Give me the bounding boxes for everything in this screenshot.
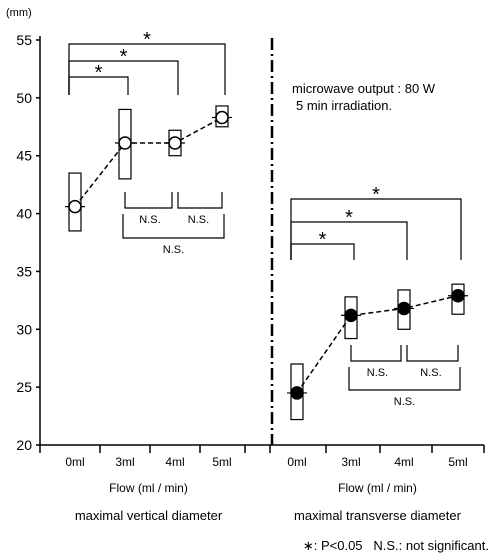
x-tick-label: 3ml [341, 455, 360, 469]
data-point [118, 136, 132, 150]
y-axis: 55 50 45 40 35 30 25 20 [16, 32, 41, 453]
x-tick-label: 3ml [115, 455, 134, 469]
panel-transverse: 0ml 3ml 4ml 5ml Flow (ml / min) maximal trans… [269, 184, 485, 523]
sig-bracket [290, 198, 462, 260]
data-point [451, 288, 465, 303]
ns-bracket [124, 192, 173, 209]
ns-label: N.S. [188, 214, 209, 226]
ns-label: N.S. [394, 396, 415, 408]
sig-star: * [120, 46, 128, 68]
data-point [344, 308, 358, 323]
data-point [397, 301, 411, 316]
sig-star: * [319, 229, 327, 251]
x-axis-label: Flow (ml / min) [109, 481, 188, 495]
note-line-2: 5 min irradiation. [296, 98, 392, 113]
x-tick-label: 5ml [212, 455, 231, 469]
note-line-1: microwave output : 80 W [292, 81, 436, 96]
chart-panels: 0ml 3ml 4ml 5ml Flow (ml / min) maximal verti… [39, 29, 485, 523]
y-tick-label: 20 [16, 437, 32, 453]
ns-bracket [406, 345, 459, 362]
x-tick-label: 4ml [165, 455, 184, 469]
x-axis-label: Flow (ml / min) [338, 481, 417, 495]
y-tick-label: 25 [16, 379, 32, 395]
ns-label: N.S. [420, 367, 441, 379]
sig-bracket [68, 43, 226, 95]
x-tick-label: 5ml [448, 455, 467, 469]
panel-caption: maximal transverse diameter [294, 508, 462, 523]
ns-bracket [177, 192, 223, 209]
y-tick-label: 40 [16, 206, 32, 222]
mean-line [296, 294, 459, 394]
y-tick-label: 30 [16, 321, 32, 337]
panel-caption: maximal vertical diameter [75, 508, 223, 523]
y-tick-label: 50 [16, 90, 32, 106]
ns-label: N.S. [163, 244, 184, 256]
sig-star: * [372, 184, 380, 206]
data-point [215, 110, 229, 125]
data-point [168, 136, 182, 150]
sig-star: * [345, 207, 353, 229]
y-tick-label: 45 [16, 148, 32, 164]
y-tick-label: 35 [16, 263, 32, 279]
legend-text: ∗: P<0.05 N.S.: not significant. [303, 538, 489, 553]
sig-star: * [95, 62, 103, 84]
sig-star: * [143, 29, 151, 51]
ns-label: N.S. [367, 367, 388, 379]
ns-label: N.S. [139, 214, 160, 226]
mean-line [74, 116, 223, 208]
ns-bracket-wide [122, 214, 225, 239]
x-tick-label: 0ml [287, 455, 306, 469]
data-point [290, 386, 304, 400]
x-tick-label: 4ml [394, 455, 413, 469]
y-tick-label: 55 [16, 32, 32, 48]
y-unit-label: (mm) [6, 7, 32, 19]
x-tick-label: 0ml [65, 455, 84, 469]
panel-vertical: 0ml 3ml 4ml 5ml Flow (ml / min) maximal verti… [39, 29, 246, 523]
ns-bracket-wide [348, 367, 461, 391]
data-point [68, 199, 82, 214]
ns-bracket [350, 345, 402, 362]
